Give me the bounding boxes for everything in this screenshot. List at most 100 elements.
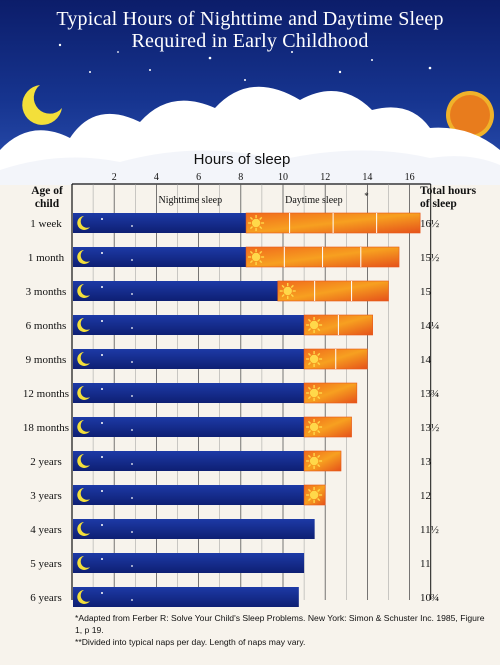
star-dot: [101, 354, 103, 356]
star-dot: [131, 531, 133, 533]
sun-ray: [317, 386, 321, 390]
moon-icon: [77, 318, 90, 332]
bars: [73, 212, 421, 607]
night-bar: [73, 519, 315, 539]
sun-ray: [317, 352, 321, 356]
night-bar: [73, 281, 278, 301]
star-dot: [101, 456, 103, 458]
row-label: 3 months: [26, 286, 67, 298]
footnote-source: *Adapted from Ferber R: Solve Your Child…: [75, 613, 485, 635]
day-bar: [277, 280, 389, 302]
row-label: 2 years: [30, 456, 61, 468]
footnote-naps: **Divided into typical naps per day. Len…: [75, 637, 306, 647]
moon-icon: [77, 352, 90, 366]
star-dot: [101, 524, 103, 526]
star-dot: [131, 259, 133, 261]
moon-icon: [77, 216, 90, 230]
sun-ray: [307, 386, 312, 390]
sun-ray: [317, 396, 321, 400]
sun-ray: [307, 420, 312, 424]
row-label: 3 years: [30, 490, 61, 502]
row-label: 5 years: [30, 558, 61, 570]
sun-icon: [306, 487, 323, 503]
moon-icon: [77, 386, 90, 400]
star-dot: [101, 252, 103, 254]
sun-ray: [307, 464, 312, 468]
night-bar: [73, 587, 299, 607]
total-label: 14: [420, 354, 432, 366]
stars: [58, 43, 432, 81]
x-tick-label: 16: [405, 172, 415, 183]
sun-ray: [307, 318, 312, 322]
age-column-header: child: [35, 198, 60, 210]
star-dot: [101, 490, 103, 492]
sun-disc: [283, 286, 292, 296]
night-bar: [73, 383, 305, 403]
total-label: 11½: [420, 524, 439, 536]
row-label: 6 months: [26, 320, 67, 332]
row-label: 1 week: [30, 218, 62, 230]
night-bar: [73, 485, 305, 505]
night-bar: [73, 213, 247, 233]
page-title: Typical Hours of Nighttime and Daytime S…: [0, 8, 500, 52]
row-label: 18 months: [23, 422, 69, 434]
total-label: 10¾: [420, 592, 439, 604]
total-column-header: Total hours: [420, 185, 477, 197]
x-axis-ticks: 2 4 6 8 10 12 14 16: [112, 172, 415, 183]
moon-icon: [77, 556, 90, 570]
daytime-footnote-marker: *: [364, 191, 369, 201]
sun-disc: [251, 218, 261, 228]
total-label: 11: [420, 558, 431, 570]
star-dot: [101, 320, 103, 322]
star-dot: [131, 327, 133, 329]
star-dot: [101, 218, 103, 220]
star-dot: [131, 293, 133, 295]
x-tick-label: 10: [278, 172, 288, 183]
row-label: 1 month: [28, 252, 65, 264]
sun-ray: [259, 226, 263, 230]
star-dot: [131, 361, 133, 363]
sun-ray: [307, 328, 312, 332]
star-dot: [101, 422, 103, 424]
sun-disc: [309, 320, 319, 330]
title-line-1: Typical Hours of Nighttime and Daytime S…: [56, 8, 444, 30]
x-tick-label: 2: [112, 172, 117, 183]
moon-icon: [77, 488, 90, 502]
moon-icon: [77, 420, 90, 434]
row-label: 12 months: [23, 388, 69, 400]
sun-ray: [281, 284, 285, 288]
sky-decoration: [0, 43, 500, 185]
star-dot: [131, 395, 133, 397]
star-dot: [101, 592, 103, 594]
star-dot: [131, 429, 133, 431]
total-label: 15: [420, 286, 432, 298]
sun-ray: [249, 226, 254, 230]
total-label: 15½: [420, 252, 439, 264]
star-dot: [131, 225, 133, 227]
crescent-moon-icon: [22, 85, 62, 125]
day-bar: [303, 382, 358, 404]
sun-ray: [317, 328, 321, 332]
sun-ray: [307, 454, 312, 458]
sun-icon: [306, 351, 323, 367]
sun-ray: [259, 250, 263, 254]
sun-disc: [309, 422, 319, 432]
star-dot: [131, 463, 133, 465]
x-tick-label: 6: [196, 172, 201, 183]
sun-ray: [307, 430, 312, 434]
sun-ray: [249, 260, 254, 264]
sun-disc: [309, 354, 319, 364]
sun-disc: [251, 252, 261, 262]
sun-ray: [249, 250, 254, 254]
sun-icon: [248, 249, 265, 265]
night-bar: [73, 315, 305, 335]
total-label: 12: [420, 490, 431, 502]
sun-icon: [306, 385, 323, 401]
age-column-header: Age of: [31, 185, 63, 197]
sun-ray: [307, 362, 312, 366]
day-bar: [303, 450, 342, 472]
sun-disc: [309, 388, 319, 398]
